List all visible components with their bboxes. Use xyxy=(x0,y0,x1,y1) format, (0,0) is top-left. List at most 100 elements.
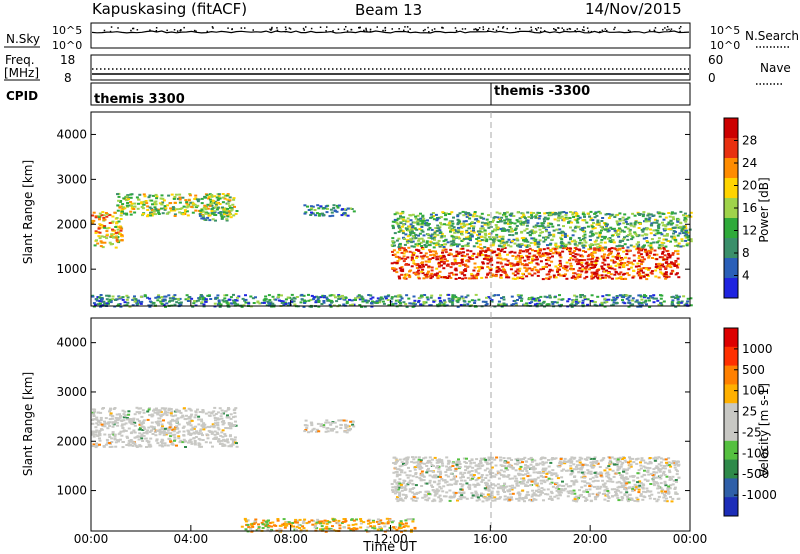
echo-cell xyxy=(199,294,203,296)
echo-cell xyxy=(125,213,129,216)
nsearch-dot xyxy=(376,26,378,28)
echo-cell xyxy=(223,294,227,297)
echo-cell xyxy=(414,243,418,246)
echo-cell xyxy=(523,456,527,459)
echo-cell xyxy=(212,414,216,417)
echo-cell xyxy=(215,201,219,204)
echo-cell xyxy=(646,214,650,217)
echo-cell xyxy=(679,301,683,304)
echo-cell xyxy=(469,234,473,237)
echo-cell xyxy=(178,196,182,199)
echo-cell xyxy=(583,226,587,229)
echo-cell xyxy=(122,423,126,426)
echo-cell xyxy=(415,256,418,259)
echo-cell xyxy=(187,296,191,299)
echo-cell xyxy=(513,222,517,225)
echo-cell xyxy=(95,429,99,432)
echo-cell xyxy=(130,206,134,209)
echo-cell xyxy=(495,211,499,214)
echo-cell xyxy=(229,413,233,416)
echo-cell xyxy=(637,254,641,257)
echo-cell xyxy=(445,259,449,262)
echo-cell xyxy=(532,297,536,300)
echo-cell xyxy=(233,205,236,208)
echo-cell xyxy=(322,426,326,429)
echo-cell xyxy=(583,259,587,261)
echo-cell xyxy=(552,213,556,216)
echo-cell xyxy=(352,210,356,213)
echo-cell xyxy=(116,204,120,207)
echo-cell xyxy=(102,214,106,217)
echo-cell xyxy=(330,294,334,297)
echo-cell xyxy=(229,417,233,420)
echo-cell xyxy=(215,431,219,434)
echo-cell xyxy=(142,411,146,414)
echo-cell xyxy=(502,474,506,477)
echo-cell xyxy=(116,209,120,212)
echo-cell xyxy=(101,226,105,229)
echo-cell xyxy=(562,225,565,228)
echo-cell xyxy=(402,252,406,255)
echo-cell xyxy=(543,220,546,223)
echo-cell xyxy=(477,270,481,273)
echo-cell xyxy=(580,241,584,244)
echo-cell xyxy=(125,304,129,307)
echo-cell xyxy=(210,411,214,414)
echo-cell xyxy=(160,423,164,426)
echo-cell xyxy=(233,412,237,414)
echo-cell xyxy=(329,429,333,432)
echo-cell xyxy=(625,495,629,498)
echo-cell xyxy=(676,234,680,237)
echo-cell xyxy=(229,424,233,427)
echo-cell xyxy=(593,271,597,274)
echo-cell xyxy=(671,253,675,256)
echo-cell xyxy=(686,215,690,218)
echo-cell xyxy=(610,259,614,262)
echo-cell xyxy=(574,300,578,303)
echo-cell xyxy=(533,242,537,244)
echo-cell xyxy=(391,491,395,493)
echo-cell xyxy=(186,205,190,208)
echo-cell xyxy=(640,304,644,307)
echo-cell xyxy=(679,210,683,213)
nsearch-dot xyxy=(404,26,406,28)
echo-cell xyxy=(142,203,146,206)
echo-cell xyxy=(518,217,522,220)
echo-cell xyxy=(596,219,600,222)
echo-cell xyxy=(214,203,218,206)
echo-cell xyxy=(536,225,540,228)
echo-cell xyxy=(99,428,103,431)
echo-cell xyxy=(484,304,488,306)
echo-cell xyxy=(420,225,424,228)
echo-cell xyxy=(325,211,329,214)
echo-cell xyxy=(176,417,180,420)
echo-cell xyxy=(545,479,549,482)
echo-cell xyxy=(657,246,661,249)
echo-cell xyxy=(397,224,401,227)
echo-cell xyxy=(461,245,465,248)
echo-cell xyxy=(456,213,460,216)
echo-cell xyxy=(123,212,126,215)
echo-cell xyxy=(648,267,652,270)
echo-cell xyxy=(186,204,190,207)
echo-cell xyxy=(131,298,135,301)
echo-cell xyxy=(612,296,616,299)
echo-cell xyxy=(661,251,665,253)
echo-cell xyxy=(554,245,558,248)
echo-cell xyxy=(470,235,474,238)
echo-cell xyxy=(98,433,102,436)
echo-cell xyxy=(206,294,210,297)
echo-cell xyxy=(421,215,425,218)
echo-cell xyxy=(520,276,524,278)
echo-cell xyxy=(146,205,150,208)
echo-cell xyxy=(177,435,181,438)
echo-cell xyxy=(670,301,674,304)
echo-cell xyxy=(499,220,503,223)
echo-cell xyxy=(115,231,119,234)
echo-cell xyxy=(326,207,329,210)
echo-cell xyxy=(647,218,651,221)
echo-cell xyxy=(441,251,444,254)
echo-cell xyxy=(654,297,658,300)
echo-cell xyxy=(227,445,231,448)
echo-cell xyxy=(675,294,679,297)
